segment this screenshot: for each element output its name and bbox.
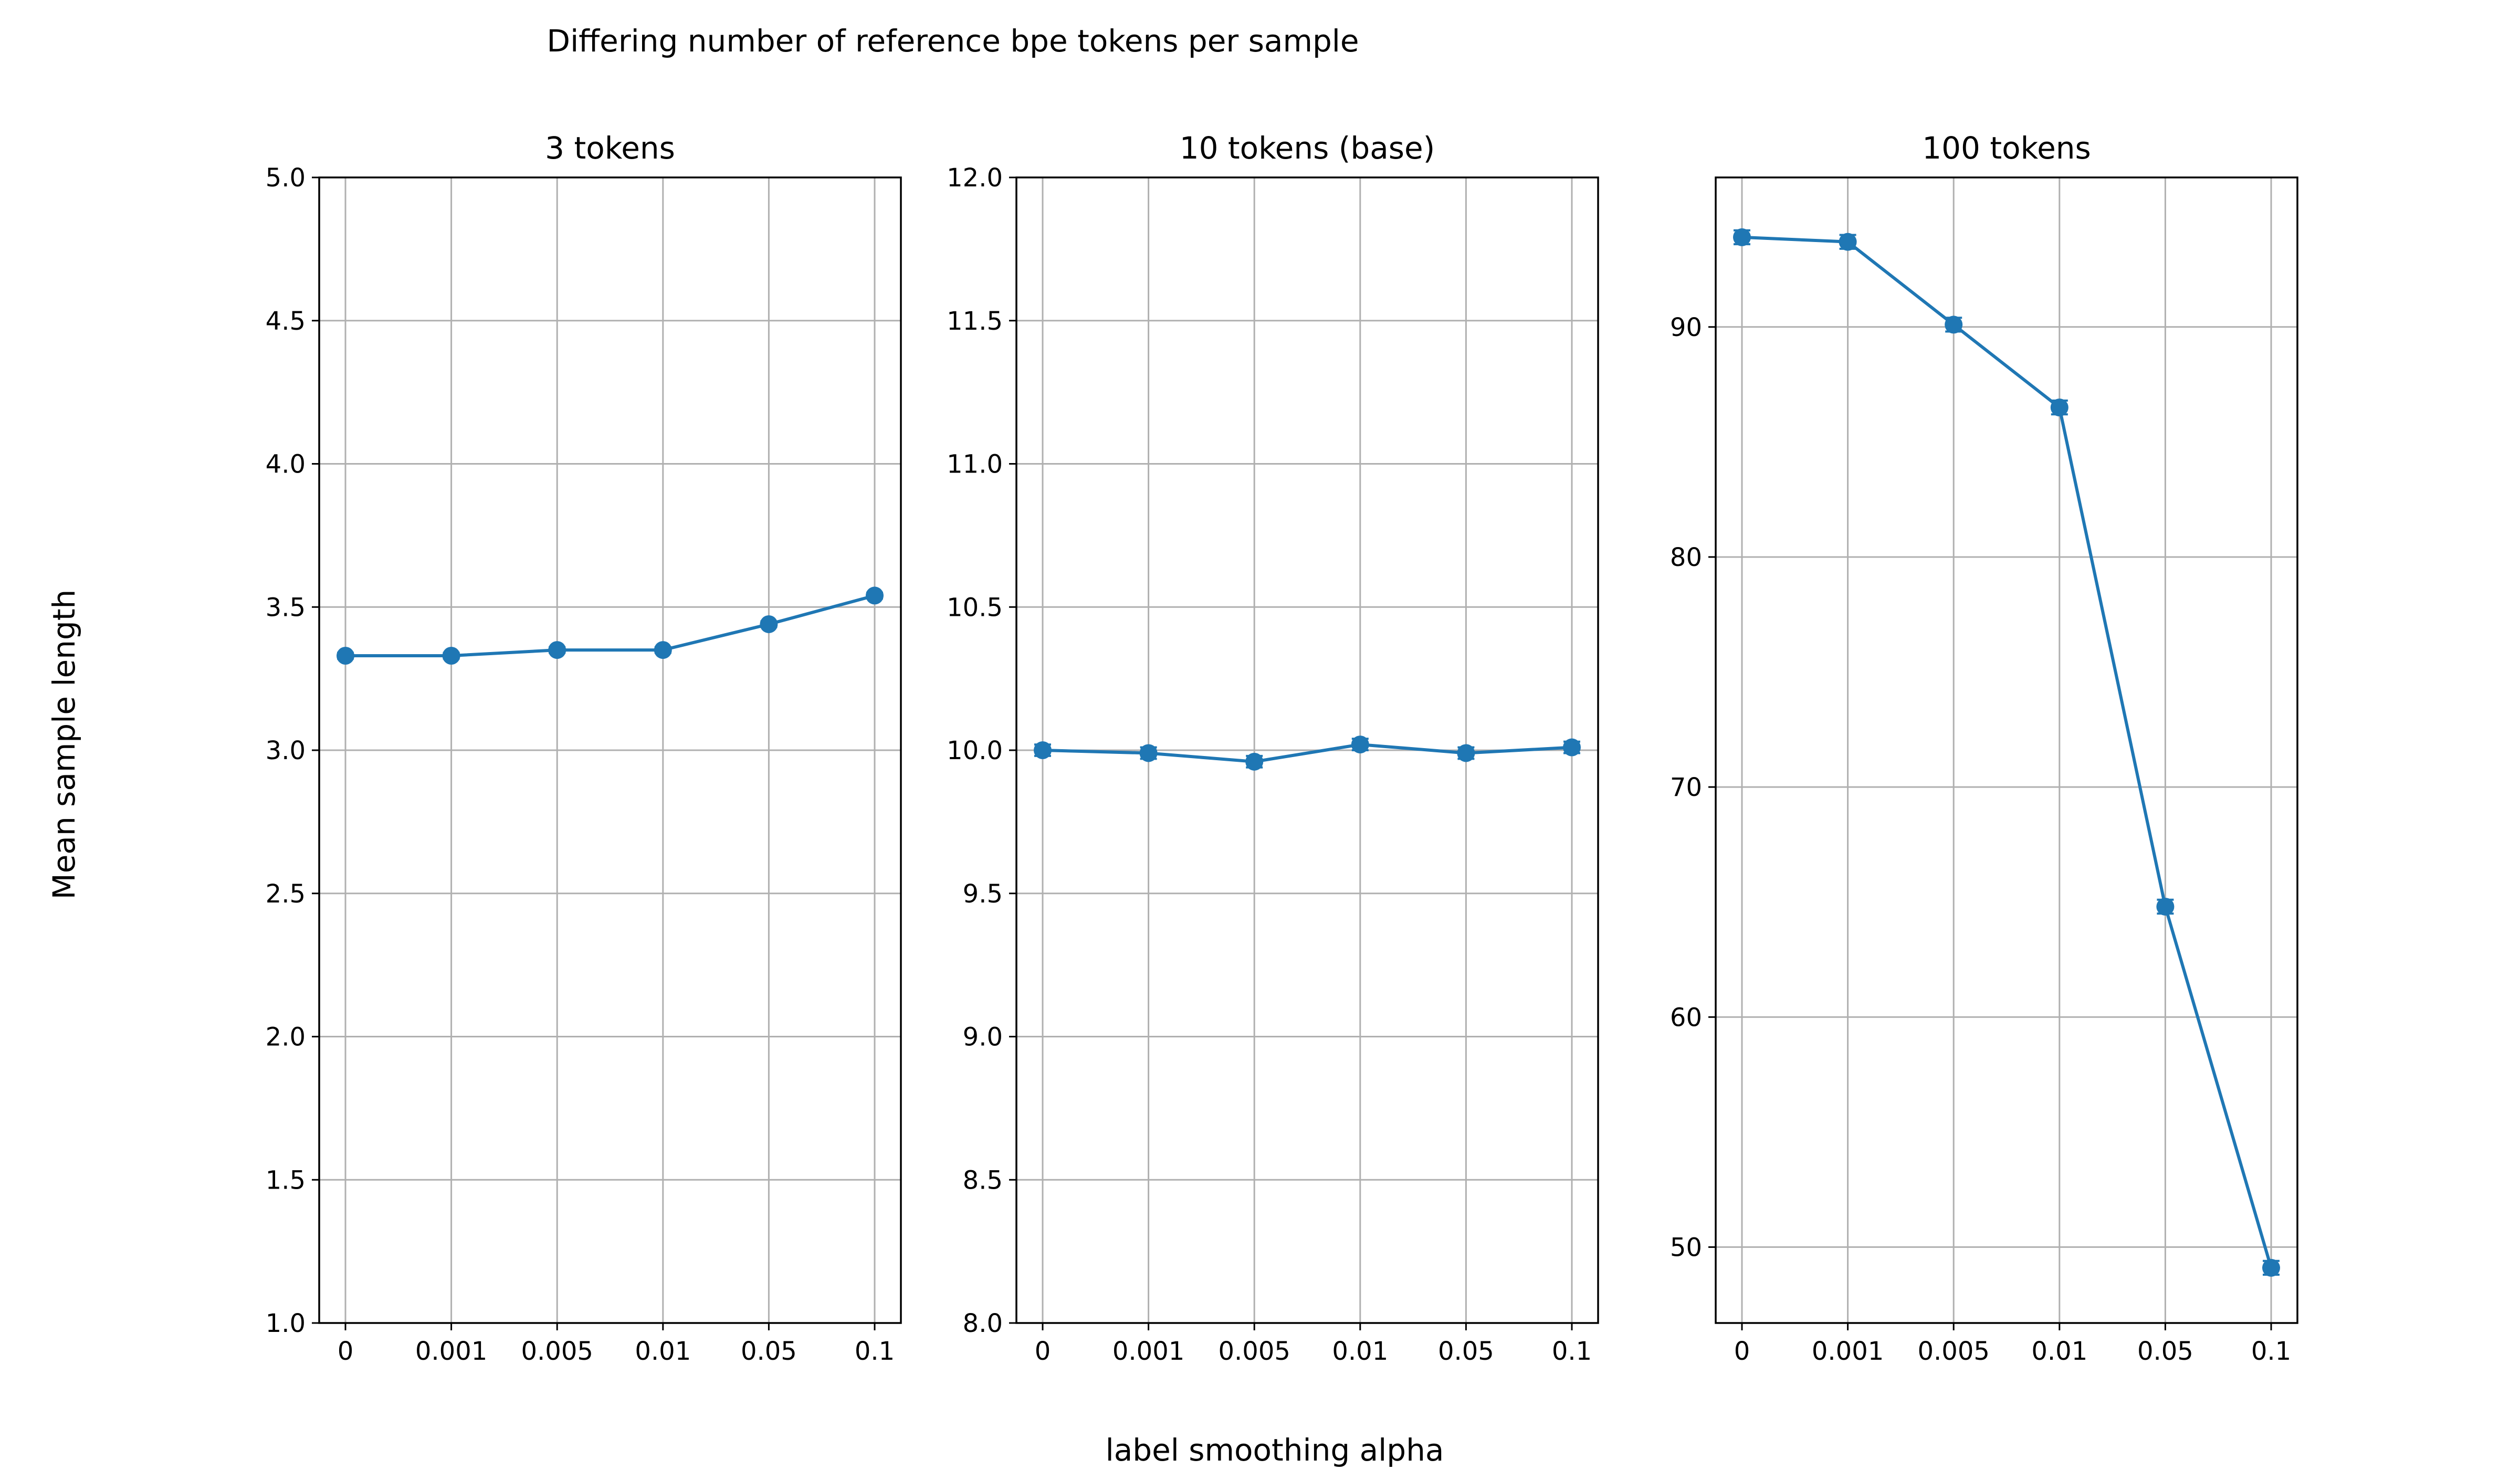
data-point	[1245, 752, 1264, 771]
x-tick-label: 0.05	[2137, 1337, 2193, 1366]
subplot-2: 0 0.001 0.005 0.01 0.05 0.1 8.0 8.5 9.0 9.5 10.0 10…	[947, 130, 1599, 1366]
data-point	[1563, 738, 1581, 757]
y-axis-label: Mean sample length	[46, 590, 82, 900]
data-point	[2262, 1258, 2280, 1277]
data-point	[1733, 228, 1751, 246]
series-line	[1741, 235, 2273, 1268]
data-point	[654, 641, 672, 659]
x-tick-label: 0.01	[2031, 1337, 2087, 1366]
y-tick-label: 9.5	[963, 879, 1003, 909]
y-tick-label: 70	[1670, 773, 1702, 802]
x-tick-label: 0.005	[1218, 1337, 1290, 1366]
y-tick-label: 11.0	[947, 450, 1003, 479]
x-axis-label: label smoothing alpha	[1106, 1432, 1444, 1468]
figure-title: Differing number of reference bpe tokens…	[547, 23, 1359, 59]
y-tick-label: 1.0	[266, 1309, 306, 1338]
data-point	[2050, 398, 2068, 417]
y-tick-label: 4.0	[266, 450, 306, 479]
subplot-title: 3 tokens	[545, 130, 675, 166]
y-tick-label: 3.0	[266, 736, 306, 765]
x-tick-label: 0.005	[1917, 1337, 1989, 1366]
data-point	[866, 586, 884, 605]
axes-frame	[318, 176, 902, 1324]
y-tick-label: 10.5	[947, 593, 1003, 622]
data-point	[1457, 744, 1475, 762]
y-tick-label: 90	[1670, 313, 1702, 342]
x-tick-label: 0.01	[635, 1337, 691, 1366]
subplots: 0 0.001 0.005 0.01 0.05 0.1 1.0 1.5 2.0 2.5 3.0 3.5…	[266, 130, 2298, 1366]
y-tick-label: 1.5	[266, 1166, 306, 1195]
axes-frame	[1015, 176, 1599, 1324]
x-tick-label: 0.01	[1332, 1337, 1388, 1366]
y-tick-label: 80	[1670, 543, 1702, 572]
subplot-3: 0 0.001 0.005 0.01 0.05 0.1 50 60 70 80 90 100 toke…	[1670, 130, 2298, 1366]
subplot-title: 100 tokens	[1922, 130, 2091, 166]
y-tick-label: 3.5	[266, 593, 306, 622]
x-tick-label: 0.001	[415, 1337, 487, 1366]
y-tick-label: 10.0	[947, 736, 1003, 765]
data-point	[760, 615, 778, 633]
y-tick-label: 9.0	[963, 1023, 1003, 1052]
y-tick-label: 2.5	[266, 879, 306, 909]
y-tick-label: 8.5	[963, 1166, 1003, 1195]
data-point	[1139, 744, 1158, 762]
y-tick-label: 50	[1670, 1233, 1702, 1262]
x-tick-label: 0.005	[521, 1337, 593, 1366]
y-tick-label: 4.5	[266, 307, 306, 336]
x-tick-label: 0	[338, 1337, 354, 1366]
x-tick-label: 0.001	[1812, 1337, 1884, 1366]
y-tick-label: 2.0	[266, 1023, 306, 1052]
y-tick-label: 5.0	[266, 163, 306, 193]
data-point	[1351, 736, 1369, 754]
x-tick-label: 0	[1734, 1337, 1750, 1366]
x-tick-label: 0.1	[855, 1337, 895, 1366]
data-point	[548, 641, 566, 659]
data-point	[2156, 897, 2175, 916]
series-line	[1042, 743, 1572, 763]
axes-frame	[1715, 176, 2298, 1324]
y-tick-label: 11.5	[947, 307, 1003, 336]
x-tick-label: 0.05	[1438, 1337, 1494, 1366]
series-line	[345, 594, 875, 657]
data-point	[337, 646, 354, 665]
x-tick-label: 0.1	[2251, 1337, 2291, 1366]
y-tick-label: 12.0	[947, 163, 1003, 193]
x-tick-label: 0.1	[1552, 1337, 1592, 1366]
x-tick-label: 0.05	[741, 1337, 797, 1366]
data-point	[1839, 233, 1857, 251]
data-point	[442, 646, 460, 665]
data-point	[1945, 316, 1963, 334]
subplot-1: 0 0.001 0.005 0.01 0.05 0.1 1.0 1.5 2.0 2.5 3.0 3.5…	[266, 130, 902, 1366]
y-tick-label: 8.0	[963, 1309, 1003, 1338]
y-tick-label: 60	[1670, 1003, 1702, 1032]
subplot-title: 10 tokens (base)	[1180, 130, 1435, 166]
x-tick-label: 0.001	[1112, 1337, 1184, 1366]
x-tick-label: 0	[1035, 1337, 1051, 1366]
data-point	[1034, 741, 1052, 759]
